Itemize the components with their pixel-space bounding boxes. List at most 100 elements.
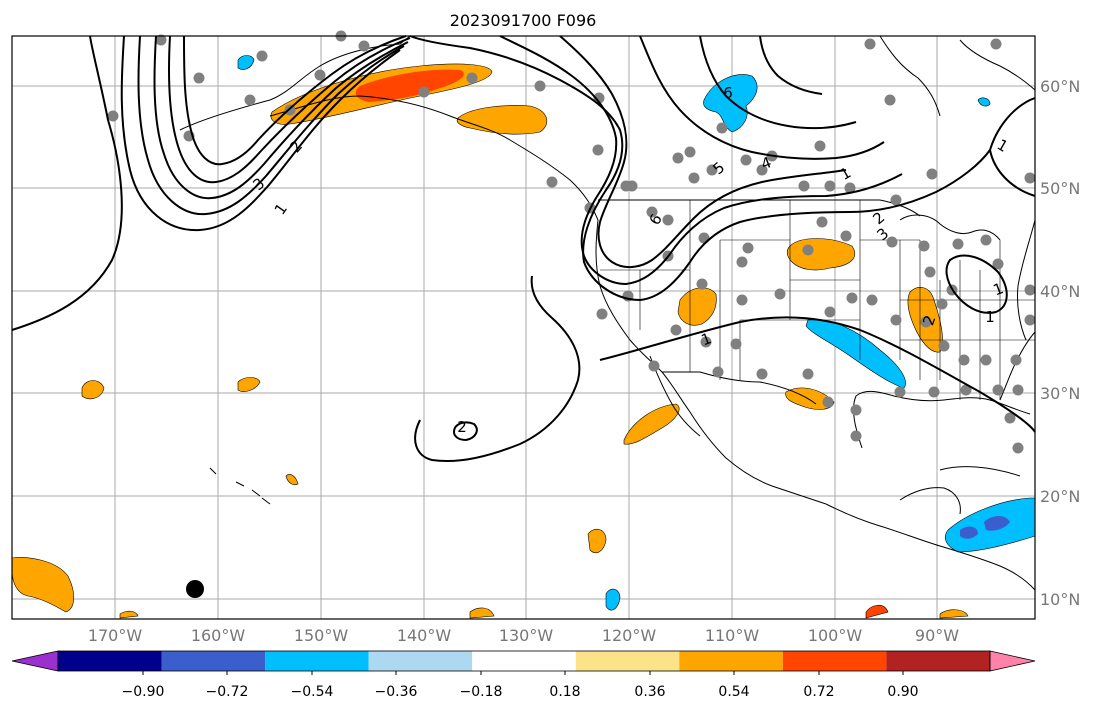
anomaly-positive-pacific-2 [237, 377, 261, 392]
anomaly-positive-pacific-3 [285, 474, 299, 486]
contour-trough-4 [153, 35, 409, 200]
anomaly-positive-south-3 [939, 609, 969, 619]
station-dot [534, 80, 546, 92]
station-dot [592, 144, 604, 156]
station-dot [1024, 284, 1036, 296]
station-dot [936, 298, 948, 310]
anomaly-positive-south-2 [865, 604, 889, 619]
station-dot [107, 110, 119, 122]
longitude-tick-label: 140°W [397, 626, 452, 645]
station-dot [706, 164, 718, 176]
station-dot [418, 86, 430, 98]
colorbar-bin [472, 651, 576, 671]
contour-southeast-closed [945, 254, 1008, 314]
station-dot [1024, 314, 1036, 326]
colorbar-tick-label: −0.36 [375, 684, 418, 700]
station-dot [894, 386, 906, 398]
contour-ridge-2 [499, 35, 903, 286]
station-dot [256, 50, 268, 62]
station-dot [850, 404, 862, 416]
colorbar-bin [58, 651, 162, 671]
station-dot [822, 396, 834, 408]
latitude-tick-label: 50°N [1040, 179, 1080, 198]
colorbar-tick-label: 0.72 [803, 684, 834, 700]
station-dot [593, 92, 605, 104]
station-dot [756, 164, 768, 176]
station-dot [920, 316, 932, 328]
station-dot [740, 154, 752, 166]
latitude-tick-label: 10°N [1040, 590, 1080, 609]
longitude-tick-label: 100°W [808, 626, 863, 645]
station-dot [696, 278, 708, 290]
colorbar-frame [57, 650, 991, 672]
station-dot [850, 430, 862, 442]
station-dot [824, 180, 836, 192]
station-dot [926, 168, 938, 180]
colorbar-bin [782, 651, 887, 671]
colorbar-bin [886, 651, 990, 671]
anomaly-positive-pacific-1 [81, 380, 105, 400]
station-dot [1010, 354, 1022, 366]
latitude-tick-label: 20°N [1040, 487, 1080, 506]
contour-label: 2 [457, 418, 467, 436]
anomaly-positive-south-4 [119, 610, 139, 619]
station-dot [742, 242, 754, 254]
station-dot [646, 206, 658, 218]
station-dot [670, 324, 682, 336]
station-dot [952, 238, 964, 250]
contour-label: 6 [723, 84, 733, 102]
station-dot [866, 294, 878, 306]
station-dot [1004, 412, 1016, 424]
anomaly-positive-baja [623, 403, 680, 445]
anomaly-positive-south-1 [469, 607, 495, 619]
station-dot [924, 266, 936, 278]
coast-great-lakes [899, 214, 1001, 241]
colorbar-tick-label: −0.72 [206, 684, 249, 700]
station-dot [864, 38, 876, 50]
contour-southeast [599, 316, 1036, 433]
station-dot [712, 366, 724, 378]
contour-lines [11, 35, 1036, 463]
anomaly-negative-texas [805, 319, 906, 389]
station-dot [844, 182, 856, 194]
contour-trough-6 [183, 35, 407, 166]
shaded-anomalies [11, 55, 1036, 619]
coast-cuba [939, 466, 1021, 477]
station-dot [918, 240, 930, 252]
longitude-tick-label: 150°W [294, 626, 349, 645]
colorbar-bin [368, 651, 473, 671]
longitude-tick-label: 170°W [88, 626, 143, 645]
anomaly-negative-small-canada [237, 55, 255, 70]
station-dot [840, 230, 852, 242]
station-dot [816, 216, 828, 228]
station-dot [314, 69, 326, 81]
coastlines [179, 35, 1036, 591]
anomaly-strong-negative-caribbean [960, 516, 1010, 539]
longitude-tick-label: 110°W [705, 626, 760, 645]
station-dot [546, 176, 558, 188]
colorbar-tick-label: 0.54 [718, 684, 749, 700]
coast-hudson [879, 35, 1036, 117]
contour-pacific-low [414, 275, 581, 463]
colorbar-tick-label: −0.18 [460, 684, 503, 700]
station-dot [798, 180, 810, 192]
contour-ridge-4 [639, 35, 885, 160]
colorbar-extend-low [11, 650, 59, 672]
station-dot [890, 194, 902, 206]
station-dot [824, 306, 836, 318]
contour-pacific-closed [452, 421, 478, 442]
station-dot [716, 122, 728, 134]
colorbar-bin [679, 651, 783, 671]
station-dot [193, 72, 205, 84]
station-dot [358, 40, 370, 52]
colorbar-tick-label: 0.90 [887, 684, 918, 700]
coast-east-us [1017, 219, 1036, 341]
anomaly-negative-canada [703, 74, 758, 133]
coast-us-mexico-border [662, 371, 817, 405]
station-dot [980, 234, 992, 246]
longitude-tick-label: 90°W [915, 626, 959, 645]
station-dot [648, 360, 660, 372]
longitude-ticks: 170°W 160°W 150°W 140°W 130°W 120°W 110°W 100°W… [88, 626, 959, 645]
